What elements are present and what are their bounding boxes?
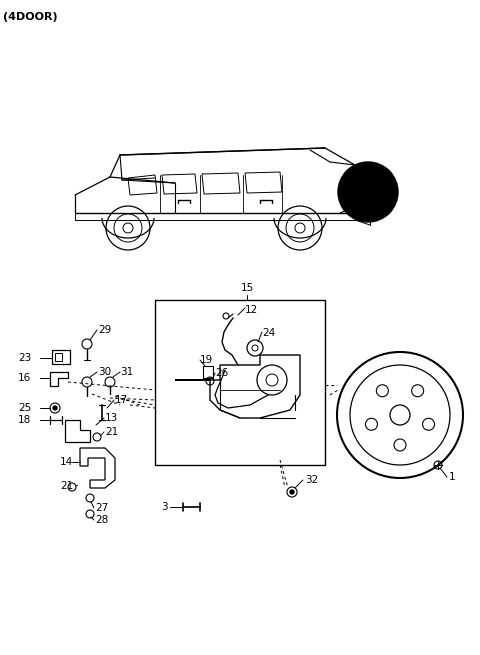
Text: 30: 30 <box>98 367 111 377</box>
Circle shape <box>338 162 398 222</box>
Text: 21: 21 <box>105 427 118 437</box>
Text: 18: 18 <box>18 415 31 425</box>
Bar <box>155 300 325 465</box>
Text: 29: 29 <box>98 325 111 335</box>
Text: 19: 19 <box>200 355 213 365</box>
Text: 17: 17 <box>115 395 128 405</box>
Text: 3: 3 <box>161 502 168 512</box>
Text: 16: 16 <box>18 373 31 383</box>
Text: 24: 24 <box>262 328 275 338</box>
Text: 26: 26 <box>215 368 228 378</box>
Text: 23: 23 <box>18 353 31 363</box>
Text: 14: 14 <box>60 457 73 467</box>
Bar <box>203 366 213 378</box>
Text: 15: 15 <box>240 283 253 293</box>
Text: 28: 28 <box>95 515 108 525</box>
Circle shape <box>290 490 294 494</box>
Text: 27: 27 <box>95 503 108 513</box>
Text: 1: 1 <box>449 472 456 482</box>
Text: 32: 32 <box>305 475 318 485</box>
Text: 13: 13 <box>105 413 118 423</box>
Text: (4DOOR): (4DOOR) <box>3 12 58 22</box>
Text: 12: 12 <box>245 305 258 315</box>
Text: 31: 31 <box>120 367 133 377</box>
Text: 25: 25 <box>18 403 31 413</box>
Circle shape <box>53 406 57 410</box>
Bar <box>55 353 62 361</box>
Bar <box>52 350 70 364</box>
Text: 21: 21 <box>60 481 73 491</box>
